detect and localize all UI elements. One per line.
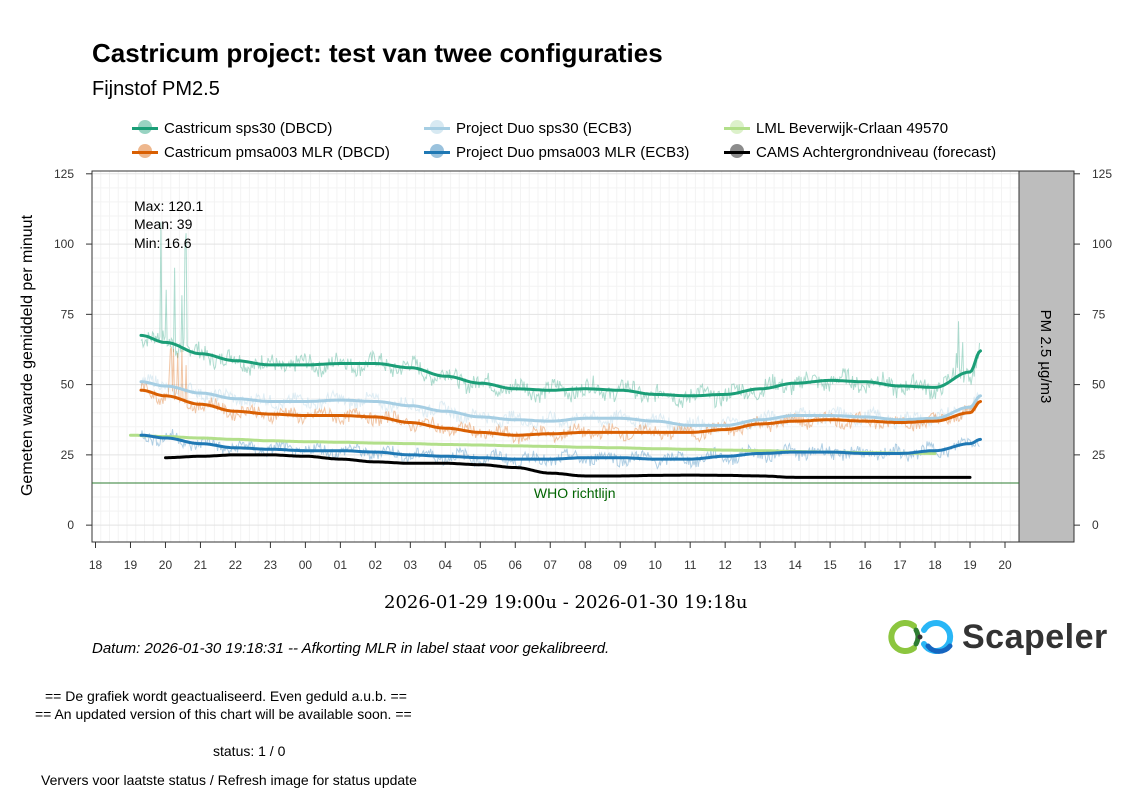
x-tick-label: 15 [823,558,837,572]
legend-swatch [724,120,750,134]
legend-label: Castricum pmsa003 MLR (DBCD) [164,144,390,161]
y-tick-label-right: 125 [1092,167,1112,181]
x-tick-label: 12 [718,558,732,572]
y-tick-label: 0 [67,518,74,532]
status-update-nl: == De grafiek wordt geactualiseerd. Even… [45,688,407,704]
y-tick-label-right: 100 [1092,237,1112,251]
y-tick-label: 75 [61,307,75,321]
x-tick-label: 23 [264,558,278,572]
grid [91,171,1020,542]
chart-subtitle: Fijnstof PM2.5 [92,78,220,100]
side-panel [1019,171,1074,542]
legend-label: CAMS Achtergrondniveau (forecast) [756,144,997,161]
x-tick-label: 22 [229,558,243,572]
x-tick-label: 13 [753,558,767,572]
stat-max: Max: 120.1 [134,198,203,214]
status-update-en: == An updated version of this chart will… [35,706,412,722]
x-tick-label: 11 [684,558,697,572]
plot-frame [91,170,1075,543]
x-tick-label: 01 [334,558,348,572]
scapeler-logo-text: Scapeler [962,617,1108,656]
legend-label: Project Duo sps30 (ECB3) [456,120,632,137]
legend-swatch [724,144,750,158]
x-tick-label: 18 [928,558,942,572]
x-tick-label: 19 [963,558,977,572]
x-tick-label: 06 [509,558,523,572]
y-axis-label: Gemeten waarde gemiddeld per minuut [19,214,36,496]
x-tick-label: 07 [544,558,558,572]
x-tick-label: 17 [893,558,907,572]
legend-item: Castricum pmsa003 MLR (DBCD) [132,144,390,161]
legend-swatch [424,120,450,134]
y-tick-label-right: 75 [1092,307,1106,321]
x-tick-label: 10 [649,558,663,572]
x-tick-label: 00 [299,558,313,572]
y-tick-label-right: 0 [1092,518,1099,532]
series-line [139,388,982,437]
legend-swatch [132,144,158,158]
x-tick-label: 20 [159,558,173,572]
stat-mean: Mean: 39 [134,216,193,232]
y-tick-label-right: 25 [1092,448,1106,462]
x-tick-label: 14 [788,558,802,572]
series-line [139,433,982,461]
x-tick-label: 20 [998,558,1012,572]
legend-item: Project Duo sps30 (ECB3) [424,120,632,137]
scapeler-logo: Scapeler [884,616,1108,658]
legend-item: LML Beverwijk-Crlaan 49570 [724,120,948,137]
x-tick-label: 09 [614,558,628,572]
scapeler-logo-icon [888,620,954,654]
legend-item: Castricum sps30 (DBCD) [132,120,332,137]
refresh-hint: Ververs voor laatste status / Refresh im… [41,772,417,788]
period-label: 2026-01-29 19:00u - 2026-01-30 19:18u [384,592,748,613]
y-tick-label: 100 [54,237,74,251]
legend-label: LML Beverwijk-Crlaan 49570 [756,120,949,137]
x-tick-label: 21 [194,558,208,572]
chart-title: Castricum project: test van twee configu… [92,38,663,68]
y-tick-label: 125 [54,167,74,181]
series-line [164,453,972,479]
status-counter: status: 1 / 0 [213,743,286,759]
x-tick-label: 16 [858,558,872,572]
x-tick-label: 03 [404,558,418,572]
legend-item: CAMS Achtergrondniveau (forecast) [724,144,996,161]
y-tick-label: 25 [61,448,75,462]
x-tick-label: 04 [439,558,453,572]
legend-label: Castricum sps30 (DBCD) [164,120,333,137]
x-tick-label: 08 [579,558,593,572]
legend-item: Project Duo pmsa003 MLR (ECB3) [424,144,689,161]
series-line [139,333,982,398]
x-tick-label: 05 [474,558,488,572]
y-tick-label-right: 50 [1092,378,1106,392]
y-axis-right-label: PM 2.5 µg/m3 [1037,310,1054,404]
legend-label: Project Duo pmsa003 MLR (ECB3) [456,144,690,161]
stat-min: Min: 16.6 [134,235,192,251]
datum-note: Datum: 2026-01-30 19:18:31 -- Afkorting … [92,640,610,657]
legend-swatch [132,120,158,134]
smooth-series [129,333,982,479]
who-label: WHO richtlijn [534,485,616,501]
legend-swatch [424,144,450,158]
series-raw-line [140,374,980,434]
x-tick-label: 18 [89,558,103,572]
x-tick-label: 19 [124,558,138,572]
series-line [139,380,982,427]
series-raw-line [140,429,980,470]
x-tick-label: 02 [369,558,383,572]
y-tick-label: 50 [61,378,75,392]
